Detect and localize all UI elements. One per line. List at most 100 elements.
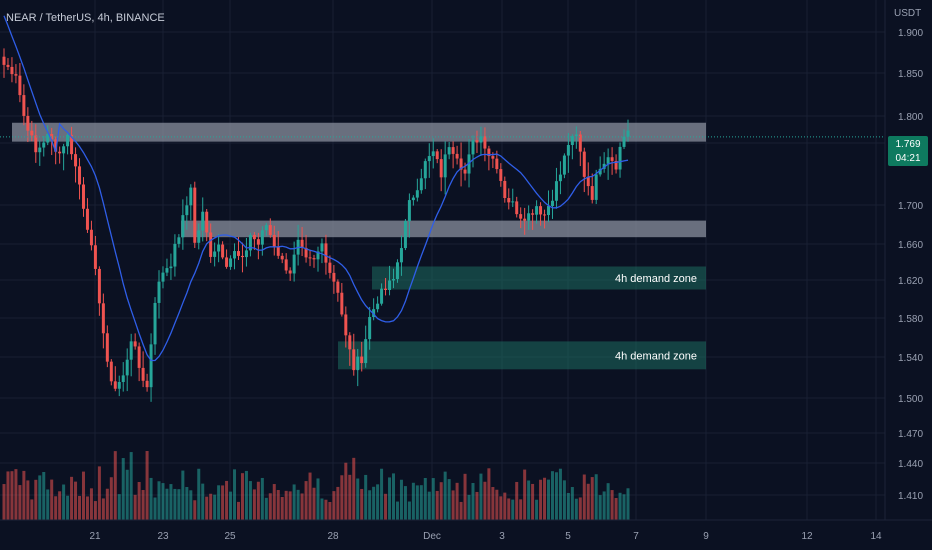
volume-bar [58, 491, 62, 520]
candle-body [399, 248, 403, 263]
time-tick-label: 14 [870, 531, 882, 542]
candle-body [236, 251, 240, 256]
volume-bar [169, 484, 173, 520]
volume-bar [62, 484, 66, 520]
price-tick-label: 1.850 [898, 69, 923, 80]
volume-bar [614, 498, 618, 520]
candle-body [471, 140, 475, 155]
volume-bar [467, 494, 471, 520]
volume-bar [149, 477, 153, 520]
volume-bar [427, 491, 431, 520]
candle-body [26, 115, 30, 131]
candle-body [332, 272, 336, 282]
volume-bar [499, 496, 503, 520]
candle-body [431, 151, 435, 157]
volume-bar [296, 489, 300, 520]
volume-bar [248, 481, 252, 520]
candle-body [320, 243, 324, 252]
volume-bar [547, 479, 551, 520]
volume-bar [6, 471, 10, 520]
candle-body [121, 375, 125, 383]
volume-bar [85, 496, 89, 520]
time-axis-panel[interactable] [0, 520, 932, 550]
volume-bar [101, 498, 105, 520]
volume-bar [606, 483, 610, 520]
volume-bar [384, 493, 388, 520]
time-tick-label: 28 [327, 531, 339, 542]
volume-bar [423, 477, 427, 520]
candle-body [558, 174, 562, 182]
volume-bar [455, 482, 459, 520]
volume-bar [276, 490, 280, 520]
candle-body [407, 200, 411, 222]
price-tick-label: 1.700 [898, 201, 923, 212]
candle-body [368, 317, 372, 340]
volume-bar [240, 473, 244, 520]
candle-body [578, 134, 582, 152]
volume-bar [558, 468, 562, 520]
volume-bar [336, 486, 340, 520]
candle-body [78, 166, 82, 185]
volume-bar [602, 491, 606, 520]
candle-body [58, 151, 62, 154]
candle-body [411, 197, 415, 201]
volume-bar [364, 474, 368, 520]
volume-bar [570, 487, 574, 520]
candle-body [70, 134, 74, 155]
volume-bar [443, 471, 447, 520]
candle-body [570, 136, 574, 146]
volume-bar [320, 498, 324, 520]
candle-body [18, 75, 22, 96]
volume-bar [221, 485, 225, 520]
volume-bar [415, 485, 419, 520]
volume-bar [411, 482, 415, 520]
candle-body [388, 280, 392, 290]
volume-bar [511, 499, 515, 520]
candle-body [81, 184, 85, 209]
candle-body [622, 136, 626, 147]
volume-bar [189, 490, 193, 520]
price-tick-label: 1.800 [898, 112, 923, 123]
volume-bar [562, 480, 566, 520]
candle-body [42, 142, 46, 148]
volume-bar [586, 483, 590, 520]
volume-bar [419, 485, 423, 520]
candle-body [372, 309, 376, 318]
candle-body [403, 221, 407, 249]
candle-body [308, 257, 312, 259]
volume-bar [153, 497, 157, 520]
candle-body [97, 268, 101, 304]
volume-bar [344, 462, 348, 520]
candle-body [531, 213, 535, 215]
candle-body [380, 288, 384, 304]
volume-bar [268, 493, 272, 520]
candle-body [125, 359, 129, 376]
candle-body [165, 268, 169, 273]
volume-bar [14, 469, 18, 520]
candle-body [137, 346, 141, 368]
volume-bar [352, 457, 356, 520]
candle-body [85, 208, 89, 230]
candle-body [304, 247, 308, 258]
last-price-value: 1.769 [895, 139, 920, 150]
volume-bar [256, 481, 260, 520]
volume-bar [185, 486, 189, 520]
resistance-zone [181, 220, 706, 238]
price-axis-panel[interactable] [885, 0, 932, 520]
zone-label: 4h demand zone [615, 273, 697, 285]
volume-bar [324, 499, 328, 520]
candle-body [487, 148, 491, 157]
volume-bar [121, 458, 125, 520]
volume-bar [360, 488, 364, 520]
volume-bar [74, 481, 78, 520]
volume-bar [2, 484, 6, 520]
candle-body [256, 239, 260, 245]
volume-bar [10, 471, 14, 520]
candle-body [189, 187, 193, 206]
volume-bar [535, 499, 539, 520]
volume-bar [165, 488, 169, 520]
volume-bar [403, 486, 407, 520]
volume-bar [356, 478, 360, 520]
volume-bar [145, 450, 149, 520]
